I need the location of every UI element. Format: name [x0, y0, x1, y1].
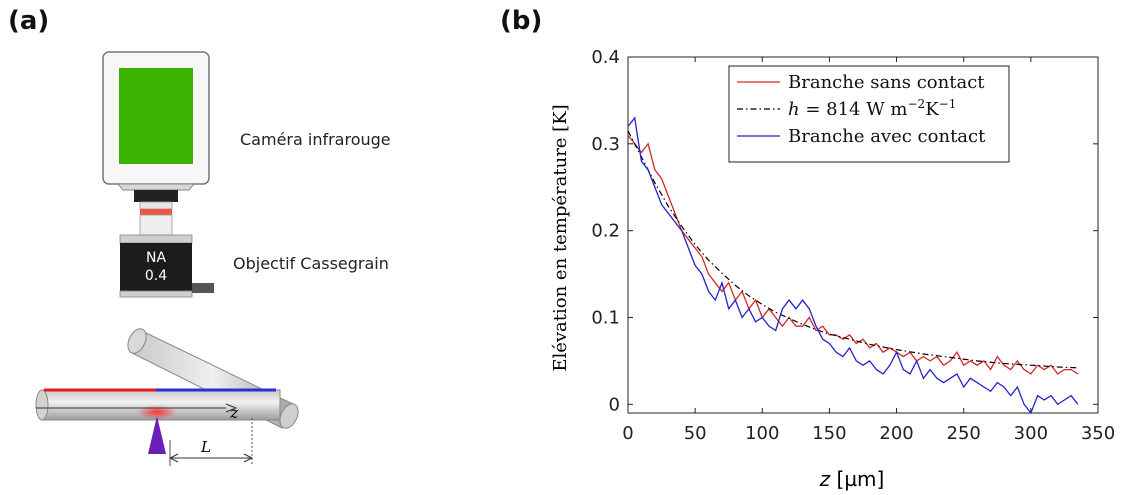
series-line-2: [627, 130, 1078, 369]
schematic: NA 0.4 z L: [35, 51, 299, 466]
objective-side-tab: [192, 283, 214, 293]
y-tick-label: 0.3: [591, 134, 620, 155]
camera-lens-ring: [134, 190, 178, 202]
laser-beam: [148, 416, 166, 454]
legend-label-1: Branche sans contact: [788, 72, 985, 93]
chart-legend: Branche sans contact h = 814 W m−2K−1 Bran…: [728, 65, 1010, 163]
panel-a-label: (a): [8, 6, 50, 36]
objective-bottom-ring: [119, 290, 193, 298]
chart-lines: [627, 116, 1079, 415]
panel-b-label: (b): [500, 6, 543, 36]
y-tick-label: 0.4: [591, 47, 620, 68]
x-tick-label: 100: [745, 423, 779, 444]
legend-label-3: Branche avec contact: [788, 126, 986, 147]
temperature-chart: 0 50 100 150 200 250 300 350 0 0.1 0.2 0.3 0.4 Branc…: [550, 47, 1115, 491]
chart-axes: 0 50 100 150 200 250 300 350 0 0.1 0.2 0.3 0.4: [591, 47, 1115, 444]
x-tick-label: 300: [1014, 423, 1048, 444]
length-label: L: [200, 438, 211, 456]
x-tick-label: 150: [812, 423, 846, 444]
free-branch-end: [35, 389, 49, 421]
objective-na-value: 0.4: [145, 268, 167, 284]
z-axis-label: z: [229, 403, 239, 422]
objective-top-ring: [119, 234, 193, 244]
camera-mount: [116, 183, 196, 191]
camera-label: Caméra infrarouge: [240, 130, 391, 149]
contact-branch-end-2: [279, 403, 299, 429]
y-tick-label: 0.2: [591, 221, 620, 242]
objective-na-text: NA: [146, 250, 166, 266]
plot-frame: [627, 56, 1099, 414]
camera-screen: [119, 68, 193, 164]
x-axis-unit: [µm]: [837, 467, 885, 491]
contact-branch-end: [127, 328, 147, 354]
infrared-filter: [140, 209, 172, 215]
y-tick-label: 0.1: [591, 307, 620, 328]
x-axis-var: z: [819, 467, 831, 491]
camera-lens-barrel: [139, 201, 173, 210]
objective-label: Objectif Cassegrain: [233, 254, 389, 273]
objective-body: [120, 243, 192, 291]
series-line-1: [627, 134, 1079, 375]
y-axis-label: Elévation en température [K]: [550, 104, 571, 371]
x-tick-label: 200: [879, 423, 913, 444]
x-tick-label: 350: [1081, 423, 1115, 444]
x-axis-label: z [µm]: [819, 467, 885, 491]
x-tick-label: 50: [684, 423, 707, 444]
x-tick-label: 0: [622, 423, 633, 444]
series-line-3: [627, 116, 1079, 415]
y-tick-label: 0: [609, 394, 620, 415]
objective-tube: [139, 214, 173, 236]
legend-label-2: h = 814 W m−2K−1: [788, 97, 956, 120]
z-axis-arrow: [225, 403, 238, 413]
x-tick-label: 250: [947, 423, 981, 444]
